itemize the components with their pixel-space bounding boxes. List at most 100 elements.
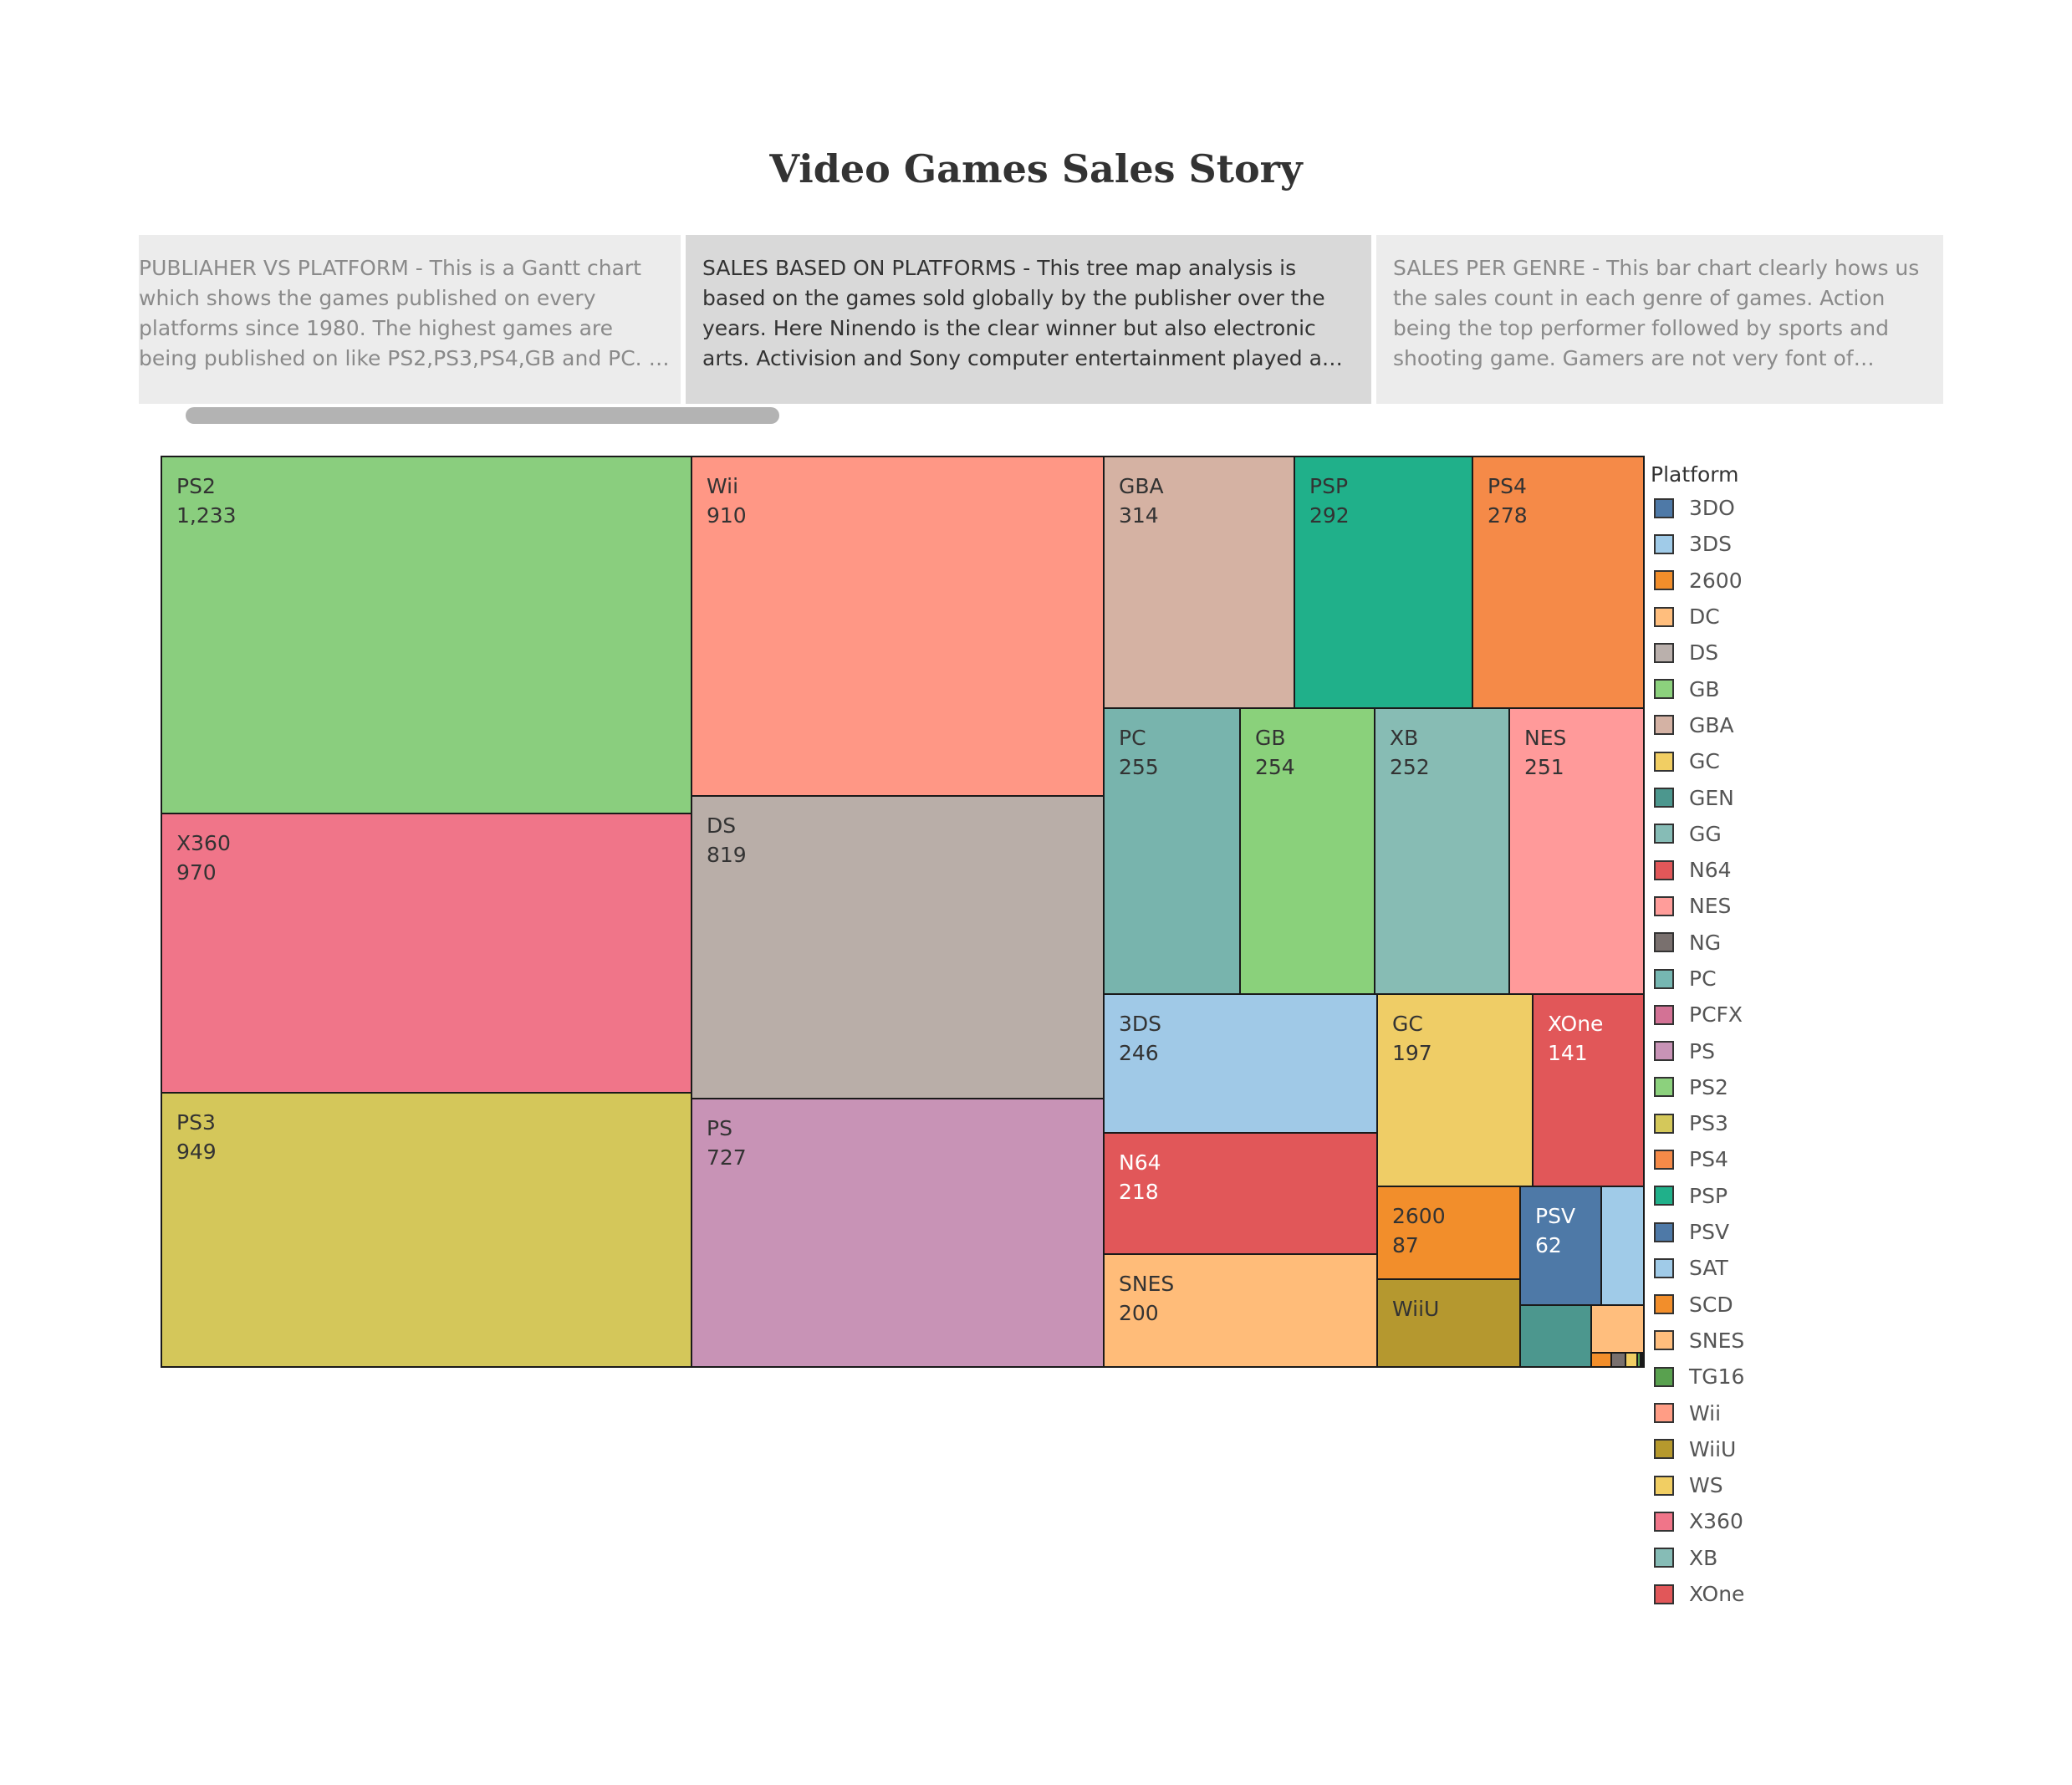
treemap-tile-rect[interactable] [691, 456, 1105, 797]
tile-label-value: 314 [1119, 503, 1159, 528]
story-point-caption-1[interactable]: PUBLIAHER VS PLATFORM - This is a Gantt … [139, 235, 681, 404]
treemap-tile-gc[interactable]: GC 197 [1376, 993, 1534, 1187]
treemap-tile-dc[interactable] [1590, 1304, 1645, 1354]
legend-item-snes[interactable]: SNES [1651, 1323, 1818, 1359]
legend-item-3ds[interactable]: 3DS [1651, 526, 1818, 562]
treemap-tile-rect[interactable] [1374, 707, 1510, 995]
treemap-tile-rect[interactable] [1239, 707, 1375, 995]
legend-item-ps[interactable]: PS [1651, 1033, 1818, 1068]
treemap-tile-x360[interactable]: X360 970 [161, 813, 692, 1094]
treemap-tile-rect[interactable] [1610, 1352, 1626, 1368]
story-navigator-scrollbar[interactable] [186, 407, 779, 424]
treemap-tile-sat[interactable] [1600, 1186, 1645, 1306]
treemap-tile-nes[interactable]: NES 251 [1508, 707, 1645, 995]
legend-swatch [1654, 1439, 1674, 1460]
treemap-tile-rect[interactable] [1376, 1278, 1521, 1368]
treemap-tile-psv[interactable]: PSV 62 [1519, 1186, 1602, 1306]
treemap-tile-rect[interactable] [1103, 1132, 1378, 1255]
legend-item-ps2[interactable]: PS2 [1651, 1069, 1818, 1105]
treemap-tile-rect[interactable] [1590, 1352, 1612, 1368]
legend-item-gen[interactable]: GEN [1651, 779, 1818, 815]
treemap-tile-rect[interactable] [1103, 707, 1241, 995]
treemap-tile-rect[interactable] [1472, 456, 1645, 709]
treemap-tile-ng[interactable] [1610, 1352, 1626, 1368]
legend-item-xone[interactable]: XOne [1651, 1576, 1818, 1612]
treemap-tile-xone[interactable]: XOne 141 [1532, 993, 1645, 1187]
legend-item-gba[interactable]: GBA [1651, 707, 1818, 743]
legend-swatch [1654, 497, 1674, 518]
treemap-tile-rect[interactable] [1376, 993, 1534, 1187]
treemap-tile-rect[interactable] [1625, 1352, 1638, 1368]
treemap-tile-gb[interactable]: GB 254 [1239, 707, 1375, 995]
legend-item-gc[interactable]: GC [1651, 743, 1818, 779]
treemap-tile-snes[interactable]: SNES 200 [1103, 1253, 1378, 1368]
legend-item-xb[interactable]: XB [1651, 1540, 1818, 1576]
tile-label-platform: PSP [1309, 474, 1348, 498]
treemap-tile-ps2[interactable]: PS2 1,233 [161, 456, 692, 814]
treemap-tile-xb[interactable]: XB 252 [1374, 707, 1510, 995]
treemap-tile-rect[interactable] [1103, 993, 1378, 1134]
treemap-tile-gba[interactable]: GBA 314 [1103, 456, 1295, 709]
legend-item-pcfx[interactable]: PCFX [1651, 997, 1818, 1033]
treemap-tile-rect[interactable] [1103, 1253, 1378, 1368]
legend-item-gb[interactable]: GB [1651, 671, 1818, 706]
legend-item-x360[interactable]: X360 [1651, 1503, 1818, 1539]
treemap-tile-rect[interactable] [1294, 456, 1473, 709]
legend-item-3do[interactable]: 3DO [1651, 490, 1818, 526]
legend-item-ps4[interactable]: PS4 [1651, 1141, 1818, 1177]
legend-item-nes[interactable]: NES [1651, 888, 1818, 924]
legend-item-dc[interactable]: DC [1651, 599, 1818, 635]
treemap-tile-ws[interactable] [1625, 1352, 1638, 1368]
legend-item-2600[interactable]: 2600 [1651, 563, 1818, 599]
legend-swatch [1654, 1548, 1674, 1568]
treemap-tile-rect[interactable] [691, 795, 1105, 1099]
tile-label-platform: 3DS [1119, 1012, 1161, 1036]
treemap-tile-rect[interactable] [1508, 707, 1645, 995]
treemap-tile-scd[interactable] [1590, 1352, 1612, 1368]
treemap-tile-rect[interactable] [161, 813, 692, 1094]
legend-label: Wii [1689, 1400, 1722, 1425]
legend-item-tg16[interactable]: TG16 [1651, 1359, 1818, 1395]
treemap-tile-rect[interactable] [1590, 1304, 1645, 1354]
legend-item-pc[interactable]: PC [1651, 961, 1818, 997]
treemap-tile-ps[interactable]: PS 727 [691, 1098, 1105, 1368]
treemap-tile-gen[interactable] [1519, 1304, 1592, 1368]
legend-item-sat[interactable]: SAT [1651, 1250, 1818, 1286]
treemap-tile-rect[interactable] [1519, 1304, 1592, 1368]
legend-item-wiiu[interactable]: WiiU [1651, 1431, 1818, 1467]
legend-item-ps3[interactable]: PS3 [1651, 1105, 1818, 1141]
treemap-tile-2600[interactable]: 2600 87 [1376, 1186, 1521, 1280]
treemap-tile-pc[interactable]: PC 255 [1103, 707, 1241, 995]
legend-swatch [1654, 533, 1674, 554]
tile-label-platform: PS3 [176, 1110, 216, 1135]
treemap-border [161, 456, 1645, 1368]
treemap-tile-psp[interactable]: PSP 292 [1294, 456, 1473, 709]
treemap-tile-rect[interactable] [161, 456, 692, 814]
tile-label-value: 62 [1535, 1233, 1562, 1257]
treemap-tile-wiiu[interactable]: WiiU [1376, 1278, 1521, 1368]
story-point-caption-3[interactable]: SALES PER GENRE - This bar chart clearly… [1376, 235, 1943, 404]
treemap-tile-rect[interactable] [161, 1092, 692, 1368]
legend-item-ws[interactable]: WS [1651, 1467, 1818, 1503]
legend-swatch [1654, 1294, 1674, 1315]
legend-item-ng[interactable]: NG [1651, 925, 1818, 961]
legend-item-gg[interactable]: GG [1651, 816, 1818, 852]
treemap-tile-wii[interactable]: Wii 910 [691, 456, 1105, 797]
treemap-tile-rect[interactable] [1600, 1186, 1645, 1306]
legend-item-psv[interactable]: PSV [1651, 1214, 1818, 1250]
legend-item-psp[interactable]: PSP [1651, 1178, 1818, 1214]
treemap-tile-ds[interactable]: DS 819 [691, 795, 1105, 1099]
legend-item-wii[interactable]: Wii [1651, 1395, 1818, 1431]
legend-item-scd[interactable]: SCD [1651, 1287, 1818, 1323]
story-point-caption-text: PUBLIAHER VS PLATFORM - This is a Gantt … [139, 256, 663, 370]
story-point-caption-2-active[interactable]: SALES BASED ON PLATFORMS - This tree map… [686, 235, 1371, 404]
legend-label: SCD [1689, 1292, 1733, 1317]
treemap-tile-rect[interactable] [691, 1098, 1105, 1368]
legend-item-ds[interactable]: DS [1651, 635, 1818, 671]
legend-label: PSV [1689, 1220, 1730, 1245]
legend-item-n64[interactable]: N64 [1651, 852, 1818, 888]
